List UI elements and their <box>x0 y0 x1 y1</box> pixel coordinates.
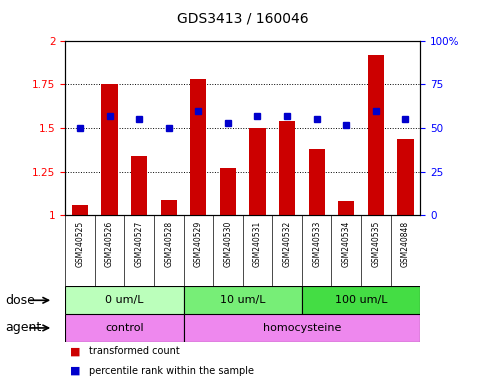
Bar <box>279 121 295 215</box>
Text: GSM240848: GSM240848 <box>401 221 410 267</box>
Text: GSM240532: GSM240532 <box>283 221 292 267</box>
Bar <box>65 286 184 314</box>
Bar <box>220 168 236 215</box>
Text: control: control <box>105 323 143 333</box>
Text: 0 um/L: 0 um/L <box>105 295 143 305</box>
Bar <box>131 156 147 215</box>
Text: GSM240527: GSM240527 <box>135 221 143 267</box>
Bar <box>338 202 355 215</box>
Text: GSM240533: GSM240533 <box>312 221 321 268</box>
Text: GSM240526: GSM240526 <box>105 221 114 267</box>
Text: homocysteine: homocysteine <box>263 323 341 333</box>
Text: ■: ■ <box>70 366 81 376</box>
Text: 10 um/L: 10 um/L <box>220 295 266 305</box>
Text: 100 um/L: 100 um/L <box>335 295 387 305</box>
Bar <box>72 205 88 215</box>
Text: GSM240534: GSM240534 <box>342 221 351 268</box>
Text: GSM240529: GSM240529 <box>194 221 203 267</box>
Bar <box>249 128 266 215</box>
Bar <box>302 286 420 314</box>
Text: GSM240531: GSM240531 <box>253 221 262 267</box>
Text: GSM240535: GSM240535 <box>371 221 380 268</box>
Text: agent: agent <box>5 321 41 334</box>
Bar <box>65 314 184 342</box>
Bar <box>184 314 420 342</box>
Text: GSM240528: GSM240528 <box>164 221 173 267</box>
Text: GSM240525: GSM240525 <box>75 221 85 267</box>
Bar <box>190 79 206 215</box>
Text: percentile rank within the sample: percentile rank within the sample <box>89 366 255 376</box>
Text: dose: dose <box>5 294 35 307</box>
Bar <box>161 200 177 215</box>
Bar <box>368 55 384 215</box>
Text: GDS3413 / 160046: GDS3413 / 160046 <box>177 12 309 25</box>
Text: GSM240530: GSM240530 <box>224 221 232 268</box>
Text: ■: ■ <box>70 346 81 356</box>
Text: transformed count: transformed count <box>89 346 180 356</box>
Bar <box>398 139 413 215</box>
Bar <box>184 286 302 314</box>
Bar <box>101 84 118 215</box>
Bar <box>309 149 325 215</box>
